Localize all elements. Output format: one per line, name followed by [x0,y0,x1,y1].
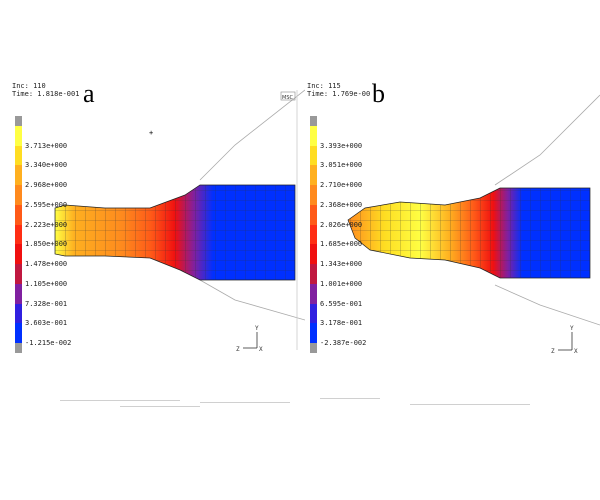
colorbar-segment [310,204,317,225]
time-label: Time: 1.818e-001 [12,90,80,98]
colorbar-value-label: 1.850e+000 [25,240,68,249]
colorbar-segment [15,323,22,344]
colorbar-segment [310,145,317,166]
axis-z-label: Z [551,348,555,355]
colorbar-segment [15,303,22,324]
colorbar-value-label: 2.026e+000 [320,220,363,229]
logo [280,91,296,101]
scan-noise [60,398,530,407]
colorbar-segment [15,145,22,166]
colorbar-value-label: 2.595e+000 [25,200,68,209]
die-outline-top [494,94,600,186]
panel-letter: a [83,79,95,108]
panel-letter: b [372,79,385,108]
colorbar-value-label: 1.001e+000 [320,279,363,288]
logo-text: MSC [282,95,293,101]
mesh-plot: Y Z X [347,94,600,355]
die-outline-bottom [199,279,305,321]
colorbar-value-label: 2.368e+000 [320,200,363,209]
colorbar-value-label: 1.343e+000 [320,260,363,269]
colorbar-value-label: -2.387e-002 [320,339,367,348]
increment-time-label: Inc: 110 Time: 1.818e-001 [12,82,79,98]
axis-y-label: Y [570,325,574,332]
colorbar-value-label: 1.685e+000 [320,240,363,249]
colorbar-segment [15,125,22,146]
colorbar-value-label: 3.603e-001 [25,319,68,328]
colorbar-value-label: 3.051e+000 [320,161,363,170]
colorbar-cap-bottom [15,343,22,353]
colorbar-value-label: -1.215e-002 [25,339,72,348]
axis-y-label: Y [255,325,259,332]
panel-b: Inc: 115 Time: 1.769e-00 b [300,80,600,365]
colorbar-segment [15,224,22,245]
die-outline-bottom [494,284,600,326]
colorbar-segment [310,264,317,284]
colorbar-segment [310,125,317,146]
axis-x-label: X [574,348,578,355]
colorbar-segment [15,244,22,265]
colorbar-value-label: 2.968e+000 [25,181,68,190]
colorbar-segment [15,185,22,205]
colorbar-value-label: 1.478e+000 [25,260,68,269]
plus-mark: + [149,129,153,137]
colorbar-segment [15,264,22,284]
axis-z-label: Z [236,346,240,353]
colorbar-value-label: 3.178e-001 [320,319,363,328]
axis-x-label: X [259,346,263,353]
time-label: Time: 1.769e-00 [307,90,371,98]
colorbar-segment [310,224,317,245]
increment-label: Inc: 110 [12,82,46,90]
colorbar-value-label: 6.595e-001 [320,299,363,308]
colorbar-segment [310,283,317,304]
colorbar [310,116,317,353]
colorbar-cap-bottom [310,343,317,353]
increment-label: Inc: 115 [307,82,341,90]
colorbar-value-label: 3.340e+000 [25,161,68,170]
colorbar-segment [310,303,317,324]
colorbar-cap-top [310,116,317,126]
colorbar-value-label: 2.223e+000 [25,220,68,229]
colorbar-value-label: 2.710e+000 [320,181,363,190]
colorbar-segment [310,165,317,186]
colorbar-segment [15,204,22,225]
colorbar-segment [310,244,317,265]
mesh-plot: MSC Y Z X + [54,89,305,353]
colorbar-cap-top [15,116,22,126]
colorbar [15,116,22,353]
colorbar-segment [310,323,317,344]
colorbar-value-label: 3.713e+000 [25,141,68,150]
colorbar-value-label: 7.328e-001 [25,299,68,308]
colorbar-value-label: 1.105e+000 [25,279,68,288]
colorbar-segment [15,283,22,304]
increment-time-label: Inc: 115 Time: 1.769e-00 [307,82,370,98]
colorbar-segment [15,165,22,186]
colorbar-segment [310,185,317,205]
colorbar-value-label: 3.393e+000 [320,141,363,150]
panel-a: Inc: 110 Time: 1.818e-001 a [5,80,305,365]
die-outline-top [199,89,305,181]
